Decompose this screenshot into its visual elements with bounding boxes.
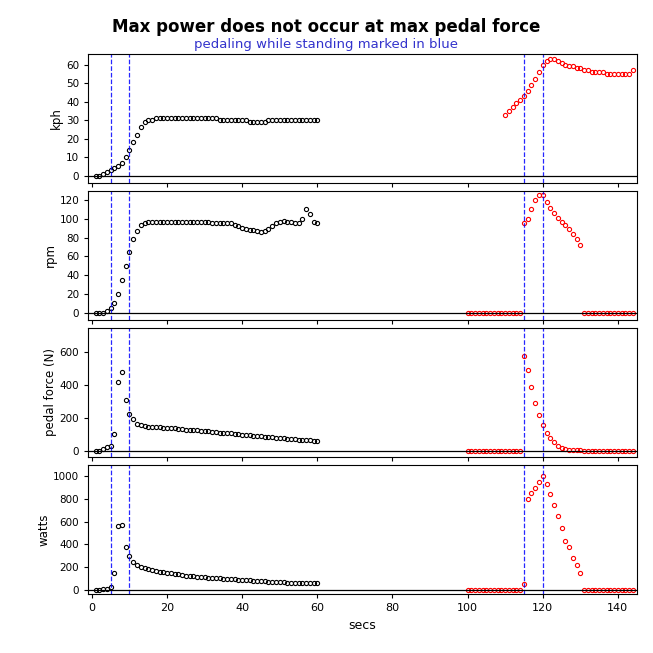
Y-axis label: kph: kph	[50, 107, 63, 129]
Text: pedaling while standing marked in blue: pedaling while standing marked in blue	[195, 38, 458, 51]
Y-axis label: rpm: rpm	[44, 244, 57, 267]
Text: Max power does not occur at max pedal force: Max power does not occur at max pedal fo…	[112, 18, 541, 36]
X-axis label: secs: secs	[349, 619, 376, 632]
Y-axis label: watts: watts	[37, 513, 50, 546]
Y-axis label: pedal force (N): pedal force (N)	[44, 349, 57, 436]
